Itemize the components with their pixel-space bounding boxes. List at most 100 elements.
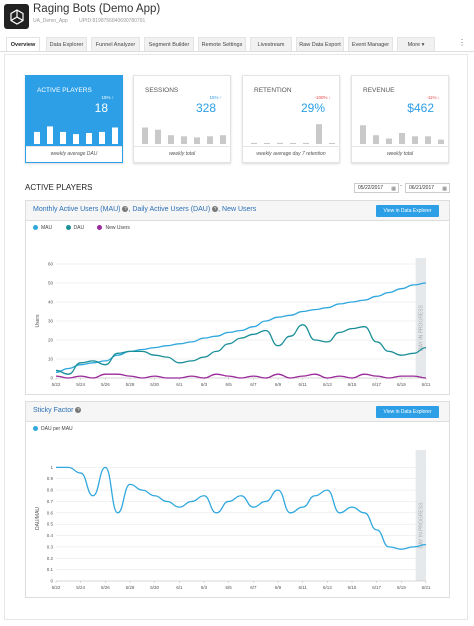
x-tick-label: 6/3	[201, 382, 208, 387]
x-tick-label: 5/30	[150, 585, 159, 590]
x-tick-label: 6/5	[226, 585, 233, 590]
tab-more[interactable]: More ▾	[397, 37, 435, 51]
y-tick-label: 30	[48, 319, 54, 324]
series-line-dau	[55, 324, 427, 375]
x-tick-label: 6/9	[275, 585, 282, 590]
x-tick-label: 6/11	[298, 382, 307, 387]
legend-dau[interactable]: DAU	[65, 225, 84, 231]
x-tick-label: 6/7	[250, 382, 257, 387]
title-sticky-factor: Sticky Factor	[33, 407, 74, 414]
spark-bar	[438, 139, 444, 144]
card-value: $462	[407, 101, 434, 115]
view-in-data-explorer-button[interactable]: View in Data Explorer	[376, 205, 439, 217]
help-icon[interactable]: ?	[75, 407, 82, 413]
tab-remote-settings[interactable]: Remote Settings	[198, 37, 246, 51]
help-icon[interactable]: ?	[212, 206, 219, 212]
app-header: Raging Bots (Demo App) UA_Demo_App UPID:…	[0, 0, 474, 34]
card-revenue[interactable]: REVENUE -11% ↓ $462 weekly total	[351, 75, 449, 163]
day-in-progress-region	[415, 450, 426, 581]
chart-header: Monthly Active Users (MAU) ?, Daily Acti…	[26, 201, 449, 221]
date-to-input[interactable]: 06/21/2017 ▦	[405, 183, 450, 193]
legend-dau-per-mau[interactable]: DAU per MAU	[33, 426, 73, 432]
card-footer: weekly average day 7 retention	[243, 146, 339, 162]
spark-bar	[251, 142, 257, 144]
x-tick-label: 5/22	[52, 585, 61, 590]
card-value: 328	[195, 101, 216, 115]
y-tick-label: 0.2	[47, 556, 54, 561]
y-tick-label: 0.6	[47, 510, 54, 515]
spark-bar	[73, 134, 79, 144]
unity-logo-icon[interactable]	[4, 4, 29, 29]
spark-bar	[425, 136, 431, 144]
spark-bar	[112, 127, 118, 144]
day-in-progress-label: DAY IN PROGRESS	[419, 502, 425, 549]
y-tick-label: 0.4	[47, 533, 54, 538]
spark-bar	[194, 137, 200, 144]
x-tick-label: 5/28	[126, 382, 135, 387]
tab-data-explorer[interactable]: Data Explorer	[46, 37, 87, 51]
spark-bar	[290, 142, 296, 144]
date-separator: -	[400, 183, 402, 189]
spark-bar	[360, 125, 366, 144]
spark-bar	[60, 131, 66, 144]
spark-bar	[412, 136, 418, 144]
x-tick-label: 6/3	[201, 585, 208, 590]
spark-bar	[329, 142, 335, 144]
calendar-icon[interactable]: ▦	[442, 186, 447, 192]
day-in-progress-region	[415, 258, 426, 378]
y-tick-label: 0.8	[47, 488, 54, 493]
y-tick-label: 0.1	[47, 567, 54, 572]
spark-bar	[316, 124, 322, 144]
day-in-progress-label: DAY IN PROGRESS	[419, 304, 425, 351]
y-tick-label: 0.3	[47, 544, 54, 549]
title-dau: Daily Active Users (DAU)	[132, 206, 211, 213]
card-footer: weekly total	[134, 146, 230, 162]
active-users-chart-panel: Monthly Active Users (MAU) ?, Daily Acti…	[25, 200, 450, 395]
card-delta: -11% ↓	[426, 95, 440, 100]
x-tick-label: 5/26	[101, 382, 110, 387]
x-tick-label: 6/15	[348, 585, 357, 590]
legend-new-users[interactable]: New Users	[97, 225, 130, 231]
calendar-icon[interactable]: ▦	[391, 186, 396, 192]
tab-raw-data-export[interactable]: Raw Data Export	[296, 37, 344, 51]
x-tick-label: 6/15	[348, 382, 357, 387]
y-tick-label: 10	[48, 357, 54, 362]
y-axis-label: Users	[35, 314, 41, 328]
y-tick-label: 50	[48, 281, 54, 286]
view-in-data-explorer-button[interactable]: View in Data Explorer	[376, 406, 439, 418]
x-tick-label: 6/17	[372, 382, 381, 387]
chart-header: Sticky Factor ? View in Data Explorer	[26, 402, 449, 422]
card-footer: weekly average DAU	[26, 146, 122, 162]
tab-segment-builder[interactable]: Segment Builder	[144, 37, 194, 51]
spark-bar	[373, 135, 379, 144]
spark-bar	[34, 131, 40, 144]
x-tick-label: 6/17	[372, 585, 381, 590]
y-tick-label: 60	[48, 262, 54, 267]
x-tick-label: 6/1	[176, 585, 183, 590]
card-active-players[interactable]: ACTIVE PLAYERS 15% ↑ 18 weekly average D…	[25, 75, 123, 163]
tab-event-manager[interactable]: Event Manager	[348, 37, 393, 51]
y-tick-label: 0.7	[47, 499, 54, 504]
chart-legend: MAU DAU New Users	[33, 225, 142, 231]
y-tick-label: 0.5	[47, 522, 54, 527]
card-title: RETENTION	[254, 87, 292, 94]
app-identifiers: UA_Demo_App UPID:8198756840690780791	[33, 18, 155, 24]
date-from-input[interactable]: 05/22/2017 ▦	[354, 183, 399, 193]
card-sessions[interactable]: SESSIONS 15% ↑ 328 weekly total	[133, 75, 231, 163]
legend-mau[interactable]: MAU	[33, 225, 52, 231]
spark-bar	[155, 129, 161, 144]
tab-livestream[interactable]: Livestream	[250, 37, 292, 51]
help-icon[interactable]: ?	[122, 206, 129, 212]
series-line-new-users	[55, 373, 427, 379]
card-retention[interactable]: RETENTION -100% ↓ 29% weekly average day…	[242, 75, 340, 163]
tab-overview[interactable]: Overview	[6, 37, 40, 51]
sticky-factor-line-chart: DAY IN PROGRESS 0 0.1 0.2 0.3 0.4 0.5 0.6 0.7 0.8…	[35, 450, 431, 590]
card-title: SESSIONS	[145, 87, 179, 94]
x-tick-label: 5/24	[76, 382, 85, 387]
app-title: Raging Bots (Demo App)	[33, 3, 161, 15]
more-options-icon[interactable]: ⋮	[458, 38, 466, 47]
tab-funnel-analyzer[interactable]: Funnel Analyzer	[91, 37, 140, 51]
org-name: UA_Demo_App	[33, 18, 68, 24]
x-tick-label: 5/28	[126, 585, 135, 590]
upid-label: UPID:8198756840690780791	[79, 18, 146, 24]
